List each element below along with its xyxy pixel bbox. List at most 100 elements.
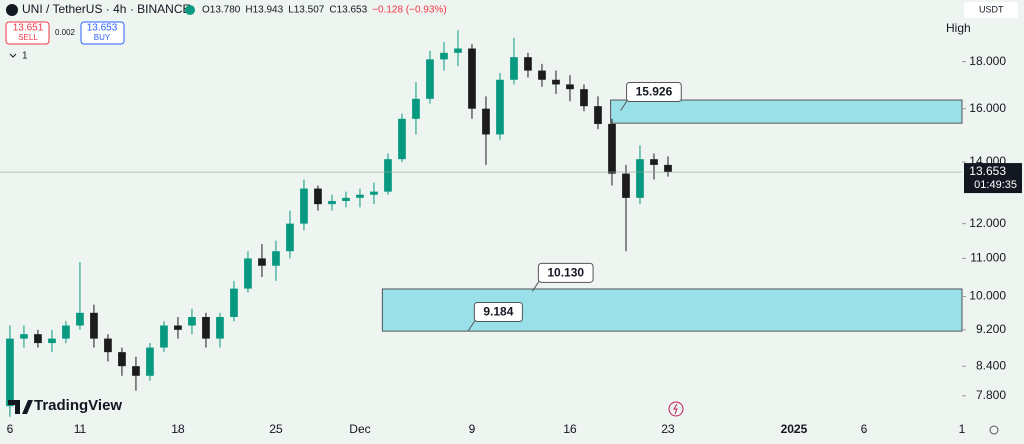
callout-label: 9.184 [483,305,513,319]
x-tick-label: 23 [661,422,675,436]
symbol-icon [6,4,18,16]
candle-body [76,312,84,326]
ohlc-legend: O13.780 H13.943 L13.507 C13.653 −0.128 (−0.9… [202,5,447,16]
candle-body [286,223,294,252]
candle-body [146,347,154,376]
x-tick-label: 11 [74,422,87,436]
spread: 0.002 [55,28,76,37]
x-tick-label: 6 [7,422,14,436]
candle-body [118,352,126,367]
candle-body [356,194,364,198]
candle-body [90,312,98,339]
legend-value: L13.507 [288,5,325,16]
candle-body [412,98,420,119]
candle-body [622,173,630,198]
candle-body [202,316,210,339]
candle-body [510,57,518,80]
candle-body [566,84,574,90]
callout-label: 15.926 [636,85,673,99]
plot: 15.926 10.130 9.184 [6,30,963,417]
currency: USDT [979,4,1004,14]
candle-body [370,191,378,195]
symbol-title[interactable]: UNI / TetherUS · 4h · BINANCE [22,2,191,16]
y-tick-label: 8.400 [976,358,1006,372]
x-tick-label: 6 [861,422,868,436]
zone [381,288,963,332]
collapse-icon[interactable] [9,53,17,58]
x-tick-label: Dec [349,422,370,436]
last-price-box [964,163,1022,194]
legend-value: C13.653 [329,5,367,16]
x-tick-label: 1 [959,422,966,436]
candle-body [384,159,392,192]
candle-body [314,188,322,205]
candle-body [230,288,238,317]
buy-button[interactable] [80,21,125,45]
candle-body [650,159,658,165]
sell-button[interactable] [5,21,50,45]
legend-value: −0.128 (−0.93%) [372,5,447,16]
zone [610,99,963,124]
candle-body [216,316,224,339]
x-tick-label: 2025 [781,422,808,436]
candle-body [524,57,532,71]
candle-body [160,325,168,348]
status-dot [185,5,195,15]
candle-body [468,48,476,109]
candle-body [608,123,616,174]
candle-body [496,79,504,135]
candle-body [244,258,252,289]
y-tick-label: 18.000 [969,54,1006,68]
candle-body [580,89,588,107]
event-icon[interactable] [668,401,684,417]
candle-body [62,325,70,339]
candle-body [538,70,546,80]
candle-body [454,48,462,53]
last-price-label: 13.653 [969,164,1006,178]
candle-body [6,338,14,407]
buy-label: BUY [94,33,111,42]
candle-body [398,118,406,160]
candle-body [48,338,56,344]
indicator-count: 1 [22,51,28,62]
candle-body [342,197,350,201]
legend-value: H13.943 [245,5,283,16]
y-tick-label: 11.000 [970,251,1006,265]
callout-box [473,302,523,323]
y-tick-label: 7.800 [976,388,1006,402]
candle-body [272,251,280,266]
x-tick-label: 25 [269,422,283,436]
candle-body [132,366,140,376]
currency-box[interactable] [964,2,1018,18]
x-tick-label: 9 [469,422,476,436]
x-tick-label: 18 [171,422,185,436]
brand: TradingView [34,397,122,414]
sell-label: SELL [18,33,38,42]
candle-body [636,159,644,198]
y-tick-label: 9.200 [976,322,1006,336]
x-tick-label: 16 [563,422,577,436]
callout-label: 10.130 [547,266,584,280]
callout-box [537,262,594,283]
countdown: 01:49:35 [974,179,1017,191]
legend-value: O13.780 [202,5,241,16]
candle-body [664,164,672,173]
candle-body [34,334,42,344]
candle-body [594,106,602,124]
candle-body [300,188,308,224]
candle-body [328,200,336,205]
logo-icon [8,400,33,414]
event-icon-bolt [673,403,678,415]
buy-price: 13.653 [87,23,118,34]
callout-box [626,82,682,103]
candle-body [104,338,112,353]
candle-body [20,334,28,339]
candle-body [552,79,560,85]
candle-body [426,59,434,99]
y-tick-label: 10.000 [969,289,1006,303]
settings-icon[interactable] [989,425,999,435]
y-tick-label: 12.000 [969,216,1006,230]
candle-body [482,108,490,135]
